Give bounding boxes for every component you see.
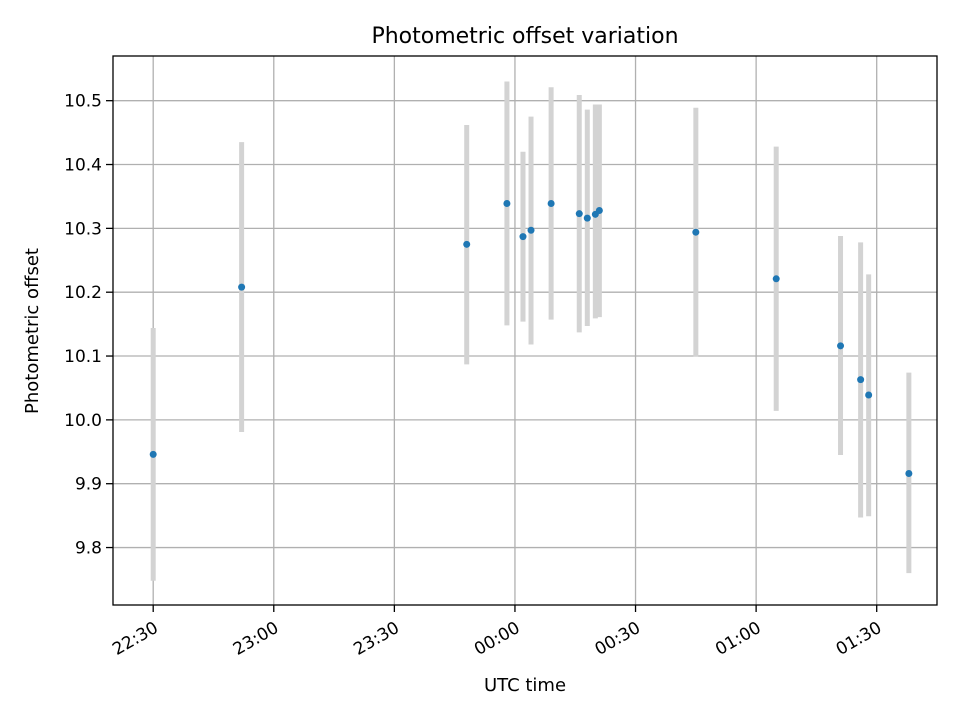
data-point <box>772 275 780 283</box>
data-point <box>595 206 603 214</box>
y-tick-label: 10.0 <box>64 411 102 431</box>
y-tick-label: 9.8 <box>75 539 102 559</box>
y-axis-label: Photometric offset <box>22 248 43 414</box>
data-point <box>503 199 511 207</box>
y-tick-label: 10.2 <box>64 283 102 303</box>
y-tick-label: 10.1 <box>64 347 102 367</box>
plot-frame <box>112 55 938 606</box>
data-point <box>857 376 865 384</box>
data-point <box>149 450 157 458</box>
data-point <box>527 226 535 234</box>
chart-title: Photometric offset variation <box>371 24 678 49</box>
y-tick-label: 10.5 <box>64 92 102 112</box>
x-axis-label: UTC time <box>484 675 566 696</box>
data-point <box>583 214 591 222</box>
data-point <box>837 342 845 350</box>
data-point <box>547 199 555 207</box>
data-point <box>463 240 471 248</box>
y-axis-ticks: 9.8 9.9 10.0 10.1 10.2 10.3 10.4 10.5 <box>64 92 113 559</box>
y-tick-label: 9.9 <box>75 475 102 495</box>
data-point <box>692 228 700 236</box>
data-point <box>905 469 913 477</box>
data-point <box>575 210 583 218</box>
data-point <box>865 391 873 399</box>
data-points <box>149 199 913 477</box>
y-tick-label: 10.4 <box>64 156 102 176</box>
y-tick-label: 10.3 <box>64 219 102 239</box>
data-point <box>238 283 246 291</box>
data-point <box>519 233 527 241</box>
